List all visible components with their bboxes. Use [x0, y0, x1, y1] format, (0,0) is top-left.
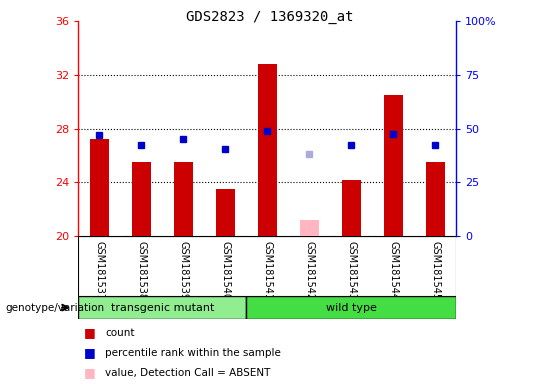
Text: count: count	[105, 328, 135, 338]
Text: GDS2823 / 1369320_at: GDS2823 / 1369320_at	[186, 10, 354, 23]
Bar	[132, 162, 151, 236]
Text: GSM181541: GSM181541	[262, 241, 272, 300]
Bar	[342, 180, 361, 236]
Text: GSM181542: GSM181542	[305, 241, 314, 300]
Bar	[90, 139, 109, 236]
Bar	[426, 162, 445, 236]
Text: ■: ■	[84, 366, 96, 379]
Text: transgenic mutant: transgenic mutant	[111, 303, 214, 313]
Bar	[384, 95, 403, 236]
Text: ■: ■	[84, 346, 96, 359]
Bar	[216, 189, 235, 236]
Text: GSM181544: GSM181544	[388, 241, 399, 300]
Bar	[258, 64, 277, 236]
Text: GSM181538: GSM181538	[136, 241, 146, 300]
Bar	[300, 220, 319, 236]
Text: GSM181545: GSM181545	[430, 241, 440, 300]
Text: value, Detection Call = ABSENT: value, Detection Call = ABSENT	[105, 368, 271, 378]
Text: percentile rank within the sample: percentile rank within the sample	[105, 348, 281, 358]
Text: GSM181539: GSM181539	[178, 241, 188, 300]
Bar	[246, 296, 456, 319]
Text: wild type: wild type	[326, 303, 377, 313]
Text: ■: ■	[84, 326, 96, 339]
Bar	[78, 296, 246, 319]
Text: GSM181540: GSM181540	[220, 241, 230, 300]
Text: genotype/variation: genotype/variation	[5, 303, 105, 313]
Text: GSM181537: GSM181537	[94, 241, 104, 300]
Text: GSM181543: GSM181543	[346, 241, 356, 300]
Bar	[174, 162, 193, 236]
